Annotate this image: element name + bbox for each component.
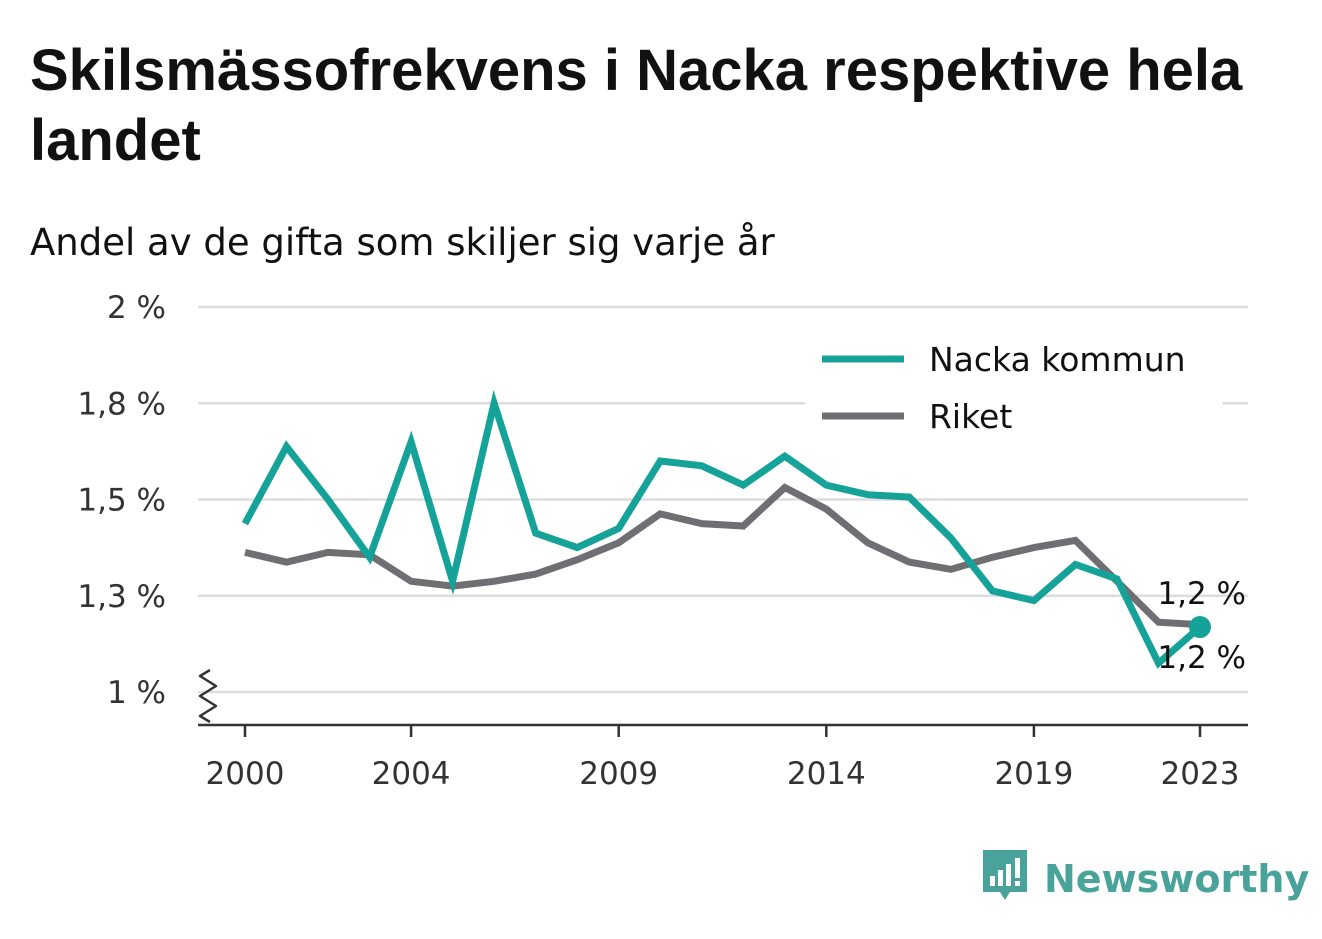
legend-label-nacka: Nacka kommun bbox=[929, 340, 1186, 379]
brand-name: Newsworthy bbox=[1044, 857, 1310, 901]
x-tick-label-3: 2014 bbox=[787, 756, 866, 792]
x-tick-label-0: 2000 bbox=[206, 756, 285, 792]
x-axis-ticks: 2000 2004 2009 2014 2019 2023 bbox=[206, 725, 1240, 792]
x-tick-label-2: 2009 bbox=[579, 756, 658, 792]
newsworthy-brand[interactable]: Newsworthy bbox=[980, 848, 1309, 910]
y-tick-label-3: 1,3 % bbox=[77, 579, 166, 615]
legend-label-riket: Riket bbox=[929, 397, 1012, 436]
newsworthy-logo-icon bbox=[983, 850, 1027, 900]
y-tick-label-2: 1,5 % bbox=[77, 483, 166, 519]
chart-subtitle: Andel av de gifta som skiljer sig varje … bbox=[30, 221, 775, 264]
y-tick-label-1: 1,8 % bbox=[77, 386, 166, 422]
series-lines bbox=[241, 390, 1211, 669]
y-axis-ticks: 2 % 1,8 % 1,5 % 1,3 % 1 % bbox=[77, 290, 166, 711]
legend-background bbox=[805, 335, 1223, 441]
chart-title: Skilsmässofrekvens i Nacka respektive he… bbox=[30, 38, 1243, 173]
y-axis-break-icon bbox=[198, 668, 218, 724]
x-tick-label-5: 2023 bbox=[1161, 756, 1240, 792]
y-tick-label-0: 2 % bbox=[107, 290, 166, 326]
end-marker-nacka bbox=[1189, 616, 1211, 639]
series-line-riket bbox=[244, 483, 1201, 629]
y-tick-label-4: 1 % bbox=[107, 675, 166, 711]
gridlines bbox=[198, 305, 1248, 694]
series-line-nacka bbox=[241, 390, 1203, 669]
x-tick-label-1: 2004 bbox=[372, 756, 451, 792]
end-label-nacka: 1,2 % bbox=[1157, 640, 1246, 676]
x-tick-label-4: 2019 bbox=[994, 756, 1073, 792]
end-labels: 1,2 % 1,2 % bbox=[1157, 576, 1246, 676]
end-label-riket: 1,2 % bbox=[1157, 576, 1246, 612]
x-axis bbox=[198, 668, 1248, 727]
legend: Nacka kommun Riket bbox=[805, 335, 1223, 441]
